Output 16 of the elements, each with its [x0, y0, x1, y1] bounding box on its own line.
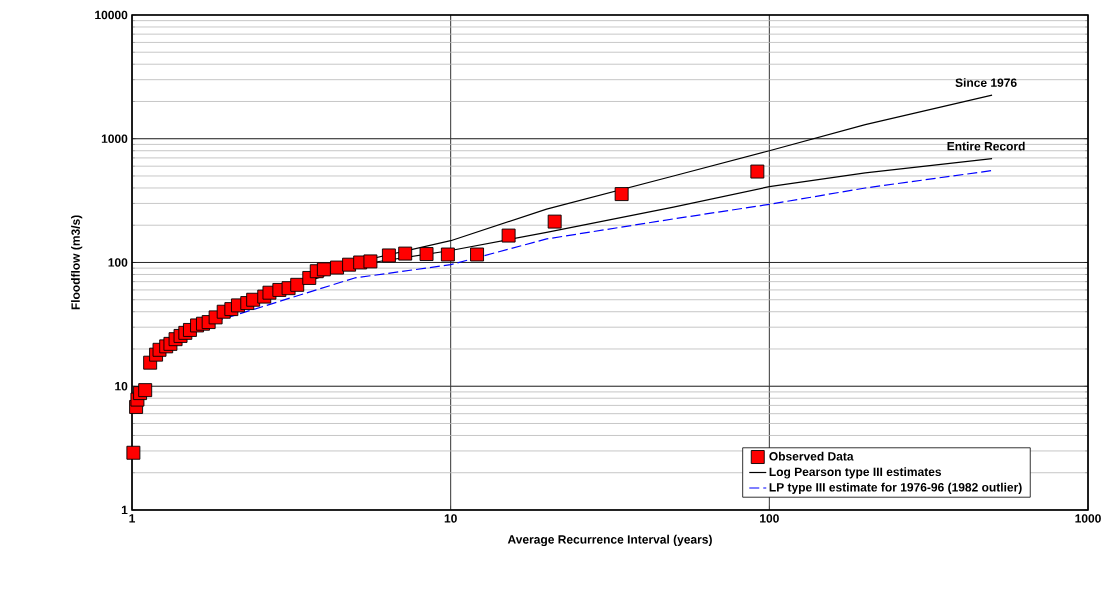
x-tick-label: 100 [760, 514, 779, 523]
y-tick-label: 10000 [95, 10, 128, 20]
annotation: Since 1976 [955, 78, 1017, 87]
x-axis-title: Average Recurrence Interval (years) [507, 534, 712, 547]
annotation: Entire Record [947, 141, 1025, 151]
y-tick-label: 1 [121, 505, 128, 515]
y-tick-label: 10 [115, 381, 128, 391]
legend-label: Observed Data [769, 451, 854, 461]
x-tick-label: 10 [444, 514, 457, 523]
y-axis-title: Floodflow (m3/s) [71, 215, 83, 310]
y-tick-label: 1000 [101, 134, 128, 143]
x-tick-label: 1 [129, 514, 136, 523]
legend-label: Log Pearson type III estimates [769, 467, 942, 479]
legend-label: LP type III estimate for 1976-96 (1982 outlier) [769, 482, 1022, 494]
y-tick-label: 100 [108, 258, 128, 267]
x-tick-label: 1000 [1075, 514, 1101, 523]
